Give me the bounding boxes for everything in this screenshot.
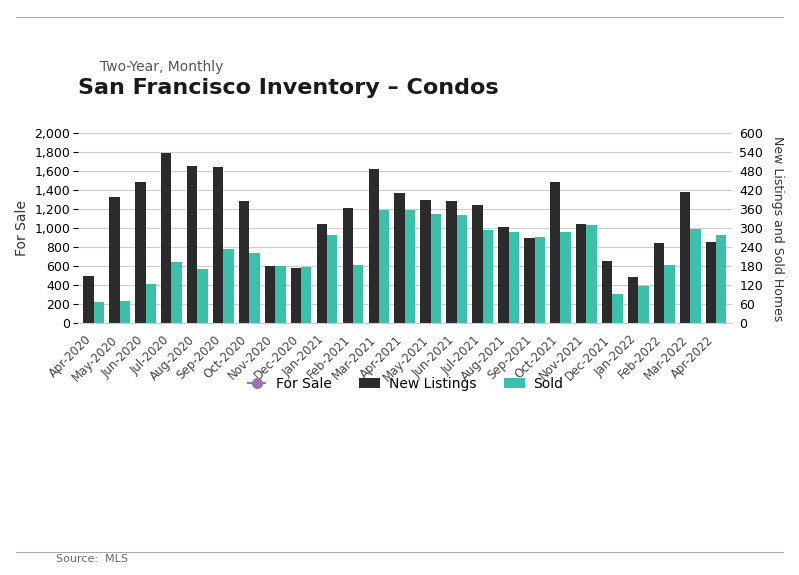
Bar [395, 193, 405, 324]
Bar [291, 269, 301, 324]
Text: Source:  MLS: Source: MLS [56, 554, 128, 564]
Bar [664, 266, 674, 324]
Bar [249, 252, 260, 324]
Bar [172, 262, 182, 324]
Bar [509, 232, 519, 324]
Bar [145, 284, 156, 324]
Bar [499, 227, 509, 324]
Bar [379, 210, 389, 324]
Bar [447, 201, 457, 324]
Bar [628, 277, 638, 324]
Bar [457, 214, 467, 324]
Bar [368, 169, 379, 324]
Bar [83, 276, 93, 324]
Bar [109, 197, 120, 324]
Bar [680, 192, 690, 324]
Bar [524, 238, 535, 324]
Bar [550, 182, 560, 324]
Bar [586, 224, 597, 324]
Y-axis label: New Listings and Sold Homes: New Listings and Sold Homes [771, 136, 784, 321]
Bar [716, 235, 726, 324]
Bar [576, 224, 586, 324]
Bar [353, 265, 364, 324]
Bar [223, 249, 233, 324]
Bar [602, 260, 612, 324]
Legend: For Sale, New Listings, Sold: For Sale, New Listings, Sold [241, 371, 569, 397]
Bar [638, 286, 649, 324]
Text: San Francisco Inventory – Condos: San Francisco Inventory – Condos [78, 78, 499, 98]
Bar [316, 224, 327, 324]
Bar [264, 266, 275, 324]
Bar [690, 229, 701, 324]
Bar [431, 213, 441, 324]
Bar [535, 237, 545, 324]
Bar [120, 301, 130, 324]
Bar [483, 230, 493, 324]
Bar [275, 266, 285, 324]
Bar [161, 153, 172, 324]
Bar [301, 267, 312, 324]
Bar [135, 182, 145, 324]
Text: Two-Year, Monthly: Two-Year, Monthly [100, 60, 223, 74]
Bar [187, 166, 197, 324]
Bar [560, 232, 570, 324]
Bar [654, 243, 664, 324]
Bar [213, 167, 223, 324]
Bar [706, 242, 716, 324]
Bar [472, 205, 483, 324]
Bar [93, 302, 104, 324]
Bar [420, 200, 431, 324]
Bar [405, 210, 415, 324]
Bar [239, 201, 249, 324]
Bar [197, 269, 208, 324]
Bar [327, 235, 337, 324]
Bar [343, 208, 353, 324]
Bar [612, 293, 622, 324]
Y-axis label: For Sale: For Sale [15, 200, 29, 256]
